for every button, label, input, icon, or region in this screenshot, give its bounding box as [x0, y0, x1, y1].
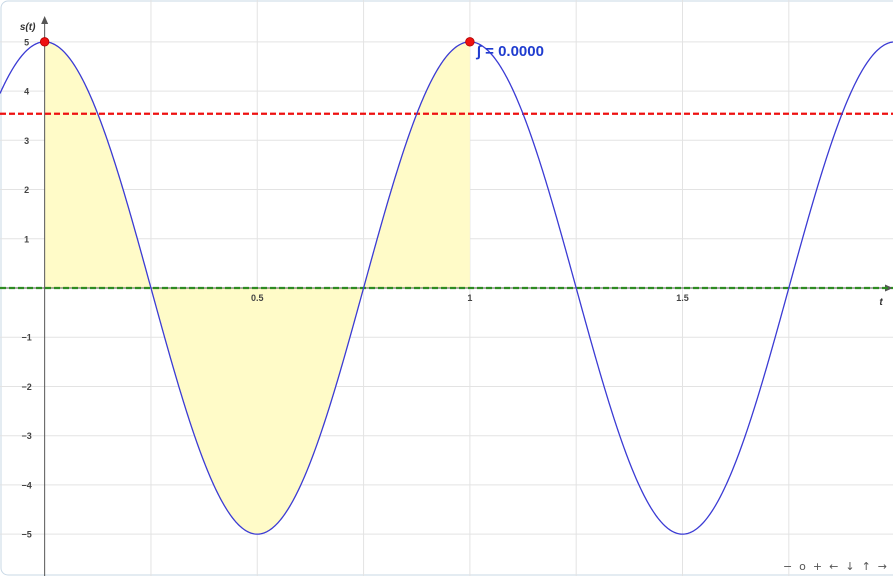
x-tick-label: 1 [467, 293, 472, 303]
y-tick-label: 1 [24, 234, 29, 244]
y-tick-label: 5 [24, 37, 29, 47]
integral-value-label: ∫ = 0.0000 [476, 43, 544, 60]
end-point[interactable] [465, 37, 475, 47]
pan-left-arrow-icon[interactable]: ← [829, 560, 839, 573]
y-tick-label: −4 [22, 480, 32, 490]
y-axis-label: s(t) [20, 22, 36, 33]
y-tick-label: 3 [24, 136, 29, 146]
start-point[interactable] [39, 37, 50, 47]
y-tick-label: −1 [22, 333, 32, 343]
zoom-out-button[interactable]: − [782, 560, 793, 573]
y-axis-arrow-icon [41, 16, 49, 24]
x-tick-label: 0.5 [251, 293, 264, 303]
pan-right-arrow-icon[interactable]: → [877, 560, 887, 573]
y-tick-label: −5 [22, 530, 32, 540]
zoom-in-button[interactable]: + [812, 560, 823, 573]
navigation-controls: − o + ← ↓ ↑ → [783, 560, 887, 574]
y-tick-label: −2 [22, 382, 32, 392]
y-tick-label: −3 [22, 431, 32, 441]
function-curve[interactable] [0, 41, 893, 535]
pan-down-arrow-icon[interactable]: ↓ [845, 560, 855, 573]
x-tick-label: 1.5 [676, 293, 689, 303]
y-tick-label: 4 [24, 87, 29, 97]
x-axis-label: t [879, 297, 883, 308]
y-tick-label: 2 [24, 185, 29, 195]
x-axis-arrow-icon [885, 284, 893, 292]
reset-view-button[interactable]: o [799, 560, 806, 573]
pan-up-arrow-icon[interactable]: ↑ [861, 560, 871, 573]
